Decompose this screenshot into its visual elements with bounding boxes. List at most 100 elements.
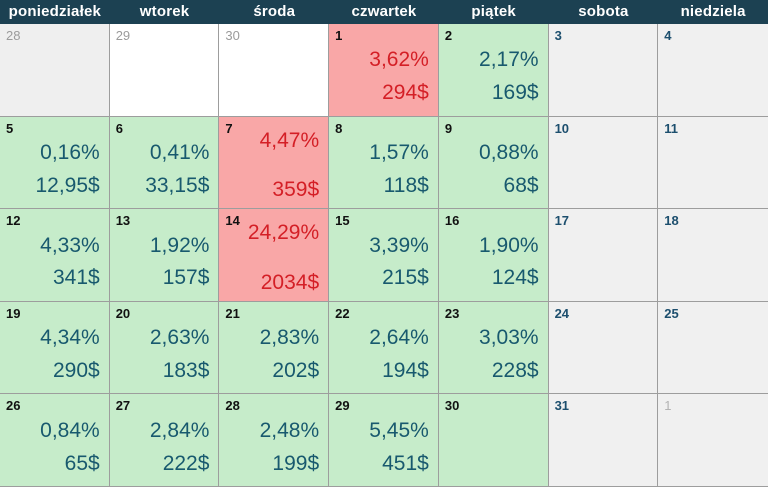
calendar-cell[interactable]: 9 0,88% 68$ (438, 116, 549, 210)
percent-value: 3,62% (369, 48, 429, 72)
day-number: 13 (115, 213, 131, 229)
calendar-cell[interactable]: 27 2,84% 222$ (109, 394, 220, 487)
calendar-cell[interactable]: 1 (658, 394, 768, 487)
percent-value: 0,88% (479, 140, 539, 164)
day-number: 16 (444, 213, 460, 229)
day-number: 11 (664, 120, 679, 136)
dollar-value: 290$ (52, 358, 100, 382)
calendar-body: 28 29 30 1 3,62% 294$ 2 2,17% 169$ 3 4 5 0,16% 12,95$… (0, 24, 768, 487)
day-number: 14 (225, 213, 240, 229)
calendar-cell[interactable]: 31 (548, 394, 659, 487)
calendar-cell[interactable]: 29 (109, 24, 220, 117)
weekday-header: sobota (578, 3, 629, 20)
day-number: 31 (554, 398, 570, 414)
calendar-cell[interactable]: 30 (219, 24, 330, 117)
cell-values: 0,88% 68$ (445, 137, 539, 203)
percent-value: 1,90% (479, 233, 539, 257)
weekday-header: poniedziałek (8, 3, 102, 20)
day-number: 3 (554, 28, 562, 43)
calendar-cell[interactable]: 14 24,29% 2034$ (219, 209, 330, 302)
day-number: 29 (115, 28, 131, 43)
cell-values: 2,84% 222$ (116, 414, 210, 480)
weekday-header: wtorek (139, 3, 190, 20)
calendar-cell[interactable]: 23 3,03% 228$ (438, 301, 549, 395)
weekday-header: środa (253, 3, 296, 20)
dollar-value: 169$ (491, 81, 539, 105)
calendar-cell[interactable]: 15 3,39% 215$ (329, 209, 439, 302)
calendar-cell[interactable]: 7 4,47% 359$ (219, 116, 330, 210)
percent-value: 24,29% (247, 221, 320, 245)
day-number: 21 (225, 305, 240, 321)
cell-values: 3,39% 215$ (335, 229, 429, 295)
calendar-cell[interactable]: 10 (548, 116, 659, 210)
percent-value: 1,92% (149, 233, 210, 257)
cell-values: 3,03% 228$ (445, 322, 539, 388)
day-number: 23 (444, 305, 460, 321)
calendar-cell[interactable]: 8 1,57% 118$ (329, 116, 439, 210)
dollar-value: 359$ (272, 178, 320, 202)
cell-values: 3,62% 294$ (335, 44, 429, 110)
day-number: 17 (554, 213, 570, 229)
percent-value: 2,64% (369, 326, 429, 350)
cell-values: 2,64% 194$ (335, 322, 429, 388)
calendar-cell[interactable]: 25 (658, 301, 768, 395)
calendar-cell[interactable]: 6 0,41% 33,15$ (109, 116, 220, 210)
calendar-cell[interactable]: 28 (0, 24, 110, 117)
day-number: 1 (664, 398, 672, 414)
percent-value: 5,45% (369, 418, 429, 442)
calendar-cell[interactable]: 16 1,90% 124$ (438, 209, 549, 302)
calendar-cell[interactable]: 4 (658, 24, 768, 117)
calendar-cell[interactable]: 26 0,84% 65$ (0, 394, 110, 487)
dollar-value: 68$ (503, 173, 539, 197)
weekday-header: czwartek (351, 3, 417, 20)
day-number: 19 (6, 305, 21, 321)
calendar-cell[interactable]: 21 2,83% 202$ (219, 301, 330, 395)
percent-value: 2,83% (259, 326, 320, 350)
calendar-cell[interactable]: 13 1,92% 157$ (109, 209, 220, 302)
cell-values: 2,63% 183$ (116, 322, 210, 388)
calendar-cell[interactable]: 1 3,62% 294$ (329, 24, 439, 117)
day-number: 2 (444, 28, 453, 43)
cell-values: 4,34% 290$ (6, 322, 100, 388)
calendar-cell[interactable]: 22 2,64% 194$ (329, 301, 439, 395)
dollar-value: 2034$ (260, 270, 320, 294)
day-number: 15 (335, 213, 350, 229)
percent-value: 4,34% (40, 326, 100, 350)
cell-values: 1,57% 118$ (335, 137, 429, 203)
dollar-value: 118$ (383, 173, 429, 197)
cell-values: 0,41% 33,15$ (116, 137, 209, 203)
calendar-cell[interactable]: 28 2,48% 199$ (219, 394, 330, 487)
day-number: 29 (335, 398, 350, 414)
weekday-header: piątek (471, 3, 516, 20)
calendar-cell[interactable]: 2 2,17% 169$ (438, 24, 549, 117)
calendar-cell[interactable]: 17 (548, 209, 659, 302)
day-number: 1 (335, 28, 343, 43)
calendar-cell[interactable]: 18 (658, 209, 768, 302)
calendar-cell[interactable]: 12 4,33% 341$ (0, 209, 110, 302)
day-number: 30 (444, 398, 460, 414)
calendar-cell[interactable]: 30 (438, 394, 549, 487)
calendar-cell[interactable]: 24 (548, 301, 659, 395)
day-number: 24 (554, 305, 570, 321)
day-number: 22 (335, 305, 350, 321)
calendar-cell[interactable]: 19 4,34% 290$ (0, 301, 110, 395)
percent-value: 0,16% (40, 140, 100, 164)
calendar-cell[interactable]: 20 2,63% 183$ (109, 301, 220, 395)
percent-value: 0,84% (40, 418, 100, 442)
dollar-value: 65$ (64, 451, 100, 475)
percent-value: 3,03% (479, 326, 539, 350)
day-number: 25 (664, 305, 679, 321)
day-number: 26 (6, 398, 21, 414)
percent-value: 2,84% (149, 418, 210, 442)
calendar-cell[interactable]: 5 0,16% 12,95$ (0, 116, 110, 210)
day-number: 9 (444, 120, 453, 136)
cell-values: 24,29% 2034$ (225, 221, 319, 295)
day-number: 28 (225, 398, 240, 414)
day-number: 6 (115, 120, 123, 136)
weekday-header: niedziela (680, 3, 746, 20)
calendar-cell[interactable]: 11 (658, 116, 768, 210)
calendar-cell[interactable]: 29 5,45% 451$ (329, 394, 439, 487)
calendar-cell[interactable]: 3 (548, 24, 659, 117)
cell-values: 2,48% 199$ (225, 414, 320, 480)
